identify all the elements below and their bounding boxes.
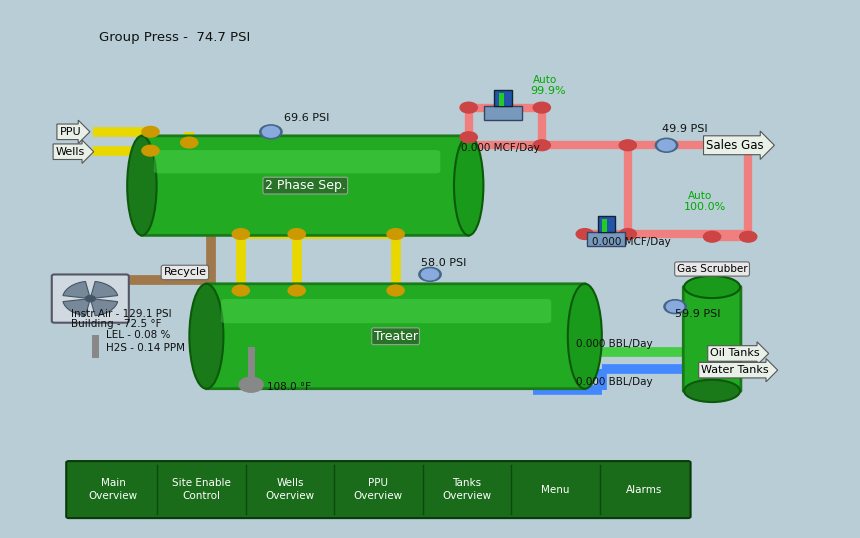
Text: Main
Overview: Main Overview xyxy=(89,478,138,501)
Text: Auto: Auto xyxy=(688,191,712,201)
FancyBboxPatch shape xyxy=(221,299,551,323)
Wedge shape xyxy=(90,299,118,316)
Text: 2 Phase Sep.: 2 Phase Sep. xyxy=(265,179,346,192)
Circle shape xyxy=(262,126,280,137)
Text: 0.000 MCF/Day: 0.000 MCF/Day xyxy=(592,237,671,247)
FancyBboxPatch shape xyxy=(142,136,469,236)
Bar xyxy=(602,219,607,232)
Text: PPU
Overview: PPU Overview xyxy=(353,478,403,501)
Text: H2S - 0.14 PPM: H2S - 0.14 PPM xyxy=(106,343,185,353)
Circle shape xyxy=(288,285,305,296)
Text: Instr Air - 129.1 PSI: Instr Air - 129.1 PSI xyxy=(71,309,171,320)
Circle shape xyxy=(421,269,439,280)
Text: Auto: Auto xyxy=(533,75,557,86)
Text: 0.000 BBL/Day: 0.000 BBL/Day xyxy=(576,377,653,387)
Circle shape xyxy=(232,229,249,239)
Circle shape xyxy=(142,126,159,137)
Circle shape xyxy=(288,229,305,239)
Text: 0.000 BBL/Day: 0.000 BBL/Day xyxy=(576,339,653,349)
Bar xyxy=(494,90,512,106)
Bar xyxy=(248,347,255,379)
Circle shape xyxy=(740,140,757,151)
Text: Site Enable
Control: Site Enable Control xyxy=(172,478,231,501)
Circle shape xyxy=(576,229,593,239)
Circle shape xyxy=(232,285,249,296)
Circle shape xyxy=(619,140,636,151)
Circle shape xyxy=(239,377,263,392)
Text: Alarms: Alarms xyxy=(625,485,662,494)
Text: Building - 72.5 °F: Building - 72.5 °F xyxy=(71,318,161,329)
Circle shape xyxy=(655,138,678,152)
Bar xyxy=(484,106,522,120)
Circle shape xyxy=(703,231,721,242)
Circle shape xyxy=(419,267,441,281)
Text: Oil Tanks: Oil Tanks xyxy=(710,349,760,358)
Circle shape xyxy=(533,140,550,151)
Circle shape xyxy=(142,145,159,156)
Circle shape xyxy=(533,102,550,113)
Circle shape xyxy=(664,300,686,314)
Ellipse shape xyxy=(127,136,157,236)
Text: 58.0 PSI: 58.0 PSI xyxy=(421,258,467,268)
Text: Treater: Treater xyxy=(373,330,418,343)
Circle shape xyxy=(387,285,404,296)
Bar xyxy=(587,232,625,246)
Ellipse shape xyxy=(454,136,483,236)
Bar xyxy=(598,216,615,232)
FancyBboxPatch shape xyxy=(66,461,691,518)
Text: LEL - 0.08 %: LEL - 0.08 % xyxy=(106,330,170,340)
Circle shape xyxy=(658,140,675,151)
FancyBboxPatch shape xyxy=(206,284,585,388)
Ellipse shape xyxy=(684,380,740,402)
Circle shape xyxy=(85,295,95,302)
Text: 108.0 °F: 108.0 °F xyxy=(267,382,310,392)
Wedge shape xyxy=(90,281,118,299)
Circle shape xyxy=(619,229,636,239)
Text: Water Tanks: Water Tanks xyxy=(702,365,769,375)
Circle shape xyxy=(387,229,404,239)
Circle shape xyxy=(460,132,477,143)
Text: 99.9%: 99.9% xyxy=(531,86,566,96)
Text: Recycle: Recycle xyxy=(163,267,206,278)
Text: 49.9 PSI: 49.9 PSI xyxy=(662,124,708,134)
Ellipse shape xyxy=(684,276,740,298)
Text: Sales Gas: Sales Gas xyxy=(706,139,765,152)
FancyBboxPatch shape xyxy=(154,150,440,173)
Text: Tanks
Overview: Tanks Overview xyxy=(442,478,491,501)
Text: Wells
Overview: Wells Overview xyxy=(266,478,315,501)
Text: Group Press -  74.7 PSI: Group Press - 74.7 PSI xyxy=(99,31,250,44)
Text: 69.6 PSI: 69.6 PSI xyxy=(284,113,329,123)
Wedge shape xyxy=(63,299,90,316)
Circle shape xyxy=(740,231,757,242)
Text: PPU: PPU xyxy=(59,127,82,137)
Bar xyxy=(92,336,99,358)
FancyBboxPatch shape xyxy=(683,286,740,392)
Circle shape xyxy=(460,102,477,113)
Text: 100.0%: 100.0% xyxy=(684,202,726,212)
Ellipse shape xyxy=(189,284,224,388)
Text: 59.9 PSI: 59.9 PSI xyxy=(675,309,721,320)
Ellipse shape xyxy=(568,284,602,388)
Text: Wells: Wells xyxy=(56,147,85,157)
Circle shape xyxy=(666,301,684,312)
Text: 0.000 MCF/Day: 0.000 MCF/Day xyxy=(461,143,540,153)
Bar xyxy=(92,335,99,343)
Circle shape xyxy=(181,137,198,148)
Circle shape xyxy=(260,125,282,139)
Wedge shape xyxy=(63,281,90,299)
FancyBboxPatch shape xyxy=(52,274,129,323)
Text: Gas Scrubber: Gas Scrubber xyxy=(677,264,747,274)
Bar xyxy=(499,93,504,106)
Text: Menu: Menu xyxy=(541,485,569,494)
